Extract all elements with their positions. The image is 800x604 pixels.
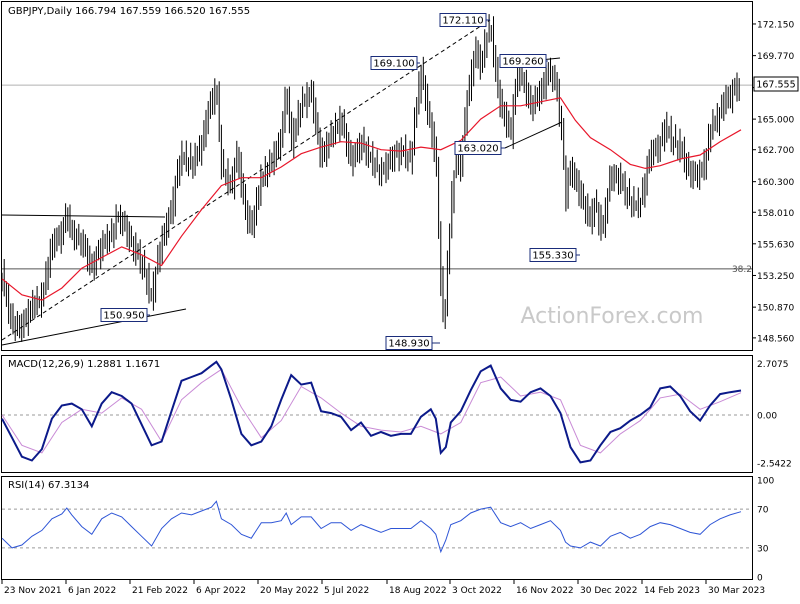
macd-y-tick-label: -2.5422 [757, 460, 792, 470]
x-tick-label: 5 Jul 2022 [324, 586, 369, 596]
annotation-label: 148.930 [388, 339, 429, 350]
annotation-box [385, 336, 433, 350]
lower-support-line [1, 308, 187, 346]
price-y-tick-label: 148.560 [757, 334, 794, 344]
resistance-line-left [1, 214, 166, 218]
annotation-label: 150.950 [103, 311, 144, 322]
price-chart-title: GBPJPY,Daily 166.794 167.559 166.520 167… [8, 6, 250, 17]
x-tick-label: 14 Feb 2023 [644, 586, 700, 596]
macd-title: MACD(12,26,9) 1.2881 1.1671 [8, 359, 160, 370]
x-tick-label: 30 Mar 2023 [708, 586, 765, 596]
price-annotation: 169.100 [370, 56, 420, 70]
macd-line [1, 360, 742, 464]
x-tick-label: 6 Apr 2022 [196, 586, 246, 596]
annotation-label: 169.260 [502, 57, 543, 68]
price-y-tick-label: 153.250 [757, 272, 794, 282]
price-annotation: 150.950 [100, 308, 150, 322]
rsi-y-tick-label: 70 [757, 506, 769, 516]
moving-average-line [1, 97, 742, 301]
price-y-tick-label: 160.300 [757, 178, 794, 188]
macd-panel-frame [1, 355, 753, 473]
price-panel-frame [1, 1, 753, 351]
annotation-label: 155.330 [532, 251, 573, 262]
price-y-tick-label: 165.000 [757, 116, 794, 126]
annotation-label: 172.110 [442, 16, 483, 27]
price-y-tick-label: 155.630 [757, 240, 794, 250]
annotation-box [439, 13, 487, 27]
current-price-tag: 167.555 [753, 76, 799, 92]
rsi-y-tick-label: 100 [757, 477, 774, 487]
rsi-line [1, 500, 742, 554]
price-annotation: 148.930 [385, 336, 440, 350]
annotation-label: 163.020 [457, 144, 498, 155]
upper-channel-dashed-line [1, 19, 491, 341]
rsi-y-tick-label: 0 [757, 574, 763, 584]
x-tick-label: 20 May 2022 [260, 586, 319, 596]
x-tick-label: 18 Aug 2022 [389, 586, 447, 596]
rsi-panel-frame [1, 476, 753, 580]
watermark: ActionForex.com [521, 304, 704, 329]
price-annotation: 163.020 [454, 141, 505, 155]
annotation-box [370, 56, 418, 70]
x-tick-label: 30 Dec 2022 [580, 586, 638, 596]
price-y-tick-label: 172.150 [757, 20, 794, 30]
annotation-box [454, 141, 502, 155]
rsi-title: RSI(14) 67.3134 [8, 480, 89, 491]
rsi-y-tick-label: 30 [757, 544, 769, 554]
annotation-box [100, 308, 148, 322]
price-y-tick-label: 150.870 [757, 304, 794, 314]
macd-y-tick-label: 2.7075 [757, 360, 789, 370]
price-annotation: 169.260 [499, 54, 548, 68]
annotation-box [529, 248, 577, 262]
wedge-bottom-line [504, 121, 563, 149]
macd-signal-line [1, 368, 742, 454]
x-tick-label: 3 Oct 2022 [452, 586, 502, 596]
current-price-box [753, 76, 799, 92]
macd-y-tick-label: 0.00 [757, 411, 777, 421]
x-tick-label: 23 Nov 2021 [4, 586, 62, 596]
annotation-label: 169.100 [373, 59, 414, 70]
x-tick-label: 6 Jan 2022 [68, 586, 116, 596]
price-annotation: 172.110 [439, 13, 490, 27]
current-price-label: 167.555 [756, 80, 795, 91]
price-annotation: 155.330 [529, 248, 580, 262]
x-tick-label: 21 Feb 2022 [132, 586, 188, 596]
price-y-tick-label: 169.770 [757, 52, 794, 62]
price-y-tick-label: 158.010 [757, 209, 794, 219]
price-y-tick-label: 162.700 [757, 146, 794, 156]
x-tick-label: 16 Nov 2022 [516, 586, 574, 596]
annotation-box [499, 54, 547, 68]
fib-level-label: 38.2 [732, 265, 752, 275]
